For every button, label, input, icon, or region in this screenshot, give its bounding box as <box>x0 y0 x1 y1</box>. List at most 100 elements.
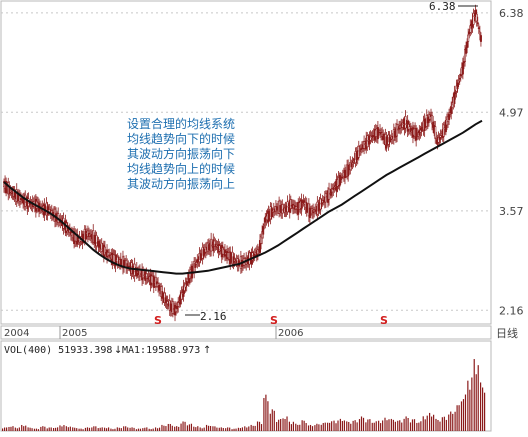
volume-bar <box>154 427 157 431</box>
candle-body <box>262 226 265 235</box>
volume-bar <box>348 421 350 431</box>
volume-bar <box>267 401 269 431</box>
volume-bar <box>431 416 433 431</box>
volume-bar <box>407 418 409 431</box>
volume-bar <box>380 423 382 431</box>
volume-bar <box>448 414 450 431</box>
volume-bar <box>350 423 352 431</box>
volume-bar <box>214 426 216 431</box>
time-label-2005: 2005 <box>62 328 87 339</box>
volume-bar <box>142 428 144 431</box>
volume-bar <box>403 418 405 431</box>
volume-bar <box>120 428 122 431</box>
candle-body <box>358 150 361 152</box>
candle-body <box>300 199 303 210</box>
volume-bar <box>460 401 463 431</box>
volume-panel-frame <box>0 340 492 432</box>
volume-bar <box>413 419 416 431</box>
volume-bar <box>182 421 184 431</box>
candle-body <box>461 62 464 75</box>
volume-bar <box>341 421 343 431</box>
time-label-2006: 2006 <box>278 328 303 339</box>
volume-bar <box>441 417 443 431</box>
volume-bar <box>331 421 333 431</box>
candle-body <box>142 270 145 279</box>
volume-bar <box>78 428 80 431</box>
candle-body <box>379 130 382 133</box>
low-price-label: 2.16 <box>200 310 227 323</box>
volume-bar <box>464 394 467 431</box>
volume-bar <box>420 421 422 431</box>
volume-bar <box>360 416 363 431</box>
volume-bar <box>278 419 280 431</box>
candle-body <box>84 230 87 240</box>
volume-bar <box>199 427 201 431</box>
volume-bar <box>469 389 471 431</box>
volume-bar <box>445 419 447 431</box>
volume-bar <box>422 416 424 431</box>
volume-bar <box>333 420 335 431</box>
candle-body <box>339 178 342 180</box>
volume-bar <box>118 427 120 431</box>
volume-bar <box>386 420 388 431</box>
volume-bar <box>197 426 199 431</box>
volume-bar <box>235 428 237 431</box>
volume-bar <box>456 405 458 431</box>
volume-bar <box>426 415 428 431</box>
volume-bar <box>450 411 452 431</box>
volume-bar <box>190 423 193 431</box>
volume-bar <box>82 429 84 431</box>
volume-bar <box>258 421 261 431</box>
volume-bar <box>129 427 131 431</box>
volume-bar <box>399 420 401 431</box>
volume-bar <box>14 427 16 431</box>
volume-bar <box>146 427 148 431</box>
volume-bar <box>44 426 46 431</box>
volume-bar <box>339 418 341 431</box>
volume-bar <box>484 392 486 431</box>
volume-bar <box>346 421 348 431</box>
volume-bar <box>59 425 61 431</box>
volume-bar <box>388 419 390 431</box>
volume-bar <box>2 428 4 431</box>
candle-body <box>478 31 481 35</box>
price-panel-frame <box>0 0 492 325</box>
candle-body <box>439 135 442 138</box>
volume-bar <box>86 427 89 431</box>
volume-bar <box>218 427 220 431</box>
candle-body <box>267 210 270 223</box>
volume-bar <box>148 428 150 431</box>
annotation-line-3: 其波动方向振荡向下 <box>127 146 235 161</box>
candle-body <box>442 124 445 137</box>
volume-bar <box>409 422 412 431</box>
volume-bar <box>88 427 91 431</box>
signal-marker-1: S <box>154 314 162 327</box>
volume-bar <box>309 424 312 431</box>
volume-bar <box>101 427 103 431</box>
volume-bar <box>250 424 252 431</box>
volume-bar <box>392 419 394 431</box>
volume-bar <box>335 423 337 431</box>
volume-bar <box>133 427 135 431</box>
candle-body <box>456 82 459 90</box>
candle-body <box>359 148 362 150</box>
price-tick-label: 6.38 <box>499 7 524 20</box>
candle-body <box>24 194 27 207</box>
candle-body <box>97 241 100 248</box>
volume-bar <box>327 422 329 431</box>
volume-bar <box>401 422 403 431</box>
volume-bar <box>462 399 465 431</box>
volume-bar <box>390 418 392 431</box>
candle-body <box>116 256 119 265</box>
volume-bar <box>467 380 469 431</box>
volume-bar <box>4 427 6 431</box>
volume-bar <box>84 427 87 431</box>
volume-bar <box>209 425 212 431</box>
volume-bar <box>473 359 475 431</box>
signal-marker-2: S <box>270 314 278 327</box>
volume-bar <box>180 423 182 431</box>
candle <box>262 223 265 239</box>
volume-bar <box>282 418 284 431</box>
volume-ma-label: MA1:19588.973 <box>122 345 200 356</box>
volume-bar <box>144 427 146 431</box>
